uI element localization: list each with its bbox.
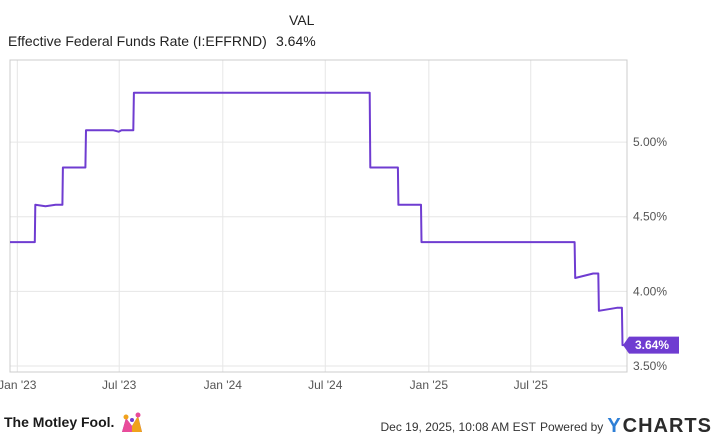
legend-header: VAL: [289, 12, 315, 28]
powered-by-text: Powered by: [539, 419, 604, 434]
last-value-badge: 3.64%: [623, 336, 679, 354]
jester-hat-icon: [122, 412, 143, 432]
last-value-badge-text: 3.64%: [635, 338, 669, 352]
x-tick-label: Jul '25: [514, 378, 549, 392]
ycharts-logo[interactable]: Y CHARTS: [607, 415, 712, 438]
y-tick-label: 3.50%: [633, 359, 667, 373]
legend-series-value: 3.64%: [276, 33, 316, 49]
timestamp: Dec 19, 2025, 10:08 AM EST: [380, 419, 536, 434]
motley-fool-brand[interactable]: The Motley Fool.: [4, 407, 146, 437]
y-tick-label: 4.00%: [633, 284, 667, 298]
last-value-badge-shape: [623, 336, 679, 354]
y-axis-ticks: 3.50% 4.00% 4.50% 5.00%: [633, 135, 667, 373]
x-tick-label: Jan '24: [204, 378, 243, 392]
gridlines: [10, 60, 627, 372]
ycharts-y-letter: Y: [607, 415, 622, 437]
series-line-effr: [10, 91, 627, 347]
ycharts-wordmark: CHARTS: [622, 415, 712, 437]
legend-series-name[interactable]: Effective Federal Funds Rate (I:EFFRND): [8, 33, 267, 49]
footer-attribution: Dec 19, 2025, 10:08 AM EST Powered by Y …: [381, 415, 713, 438]
x-tick-label: Jan '25: [410, 378, 449, 392]
x-tick-label: Jan '23: [0, 378, 37, 392]
x-tick-label: Jul '23: [102, 378, 137, 392]
y-tick-label: 4.50%: [633, 210, 667, 224]
plot-border: [9, 59, 628, 373]
x-tick-label: Jul '24: [308, 378, 343, 392]
y-tick-label: 5.00%: [633, 135, 667, 149]
motley-fool-text: The Motley Fool.: [4, 414, 115, 430]
x-axis-ticks: Jan '23 Jul '23 Jan '24 Jul '24 Jan '25 Jul '…: [0, 378, 548, 392]
